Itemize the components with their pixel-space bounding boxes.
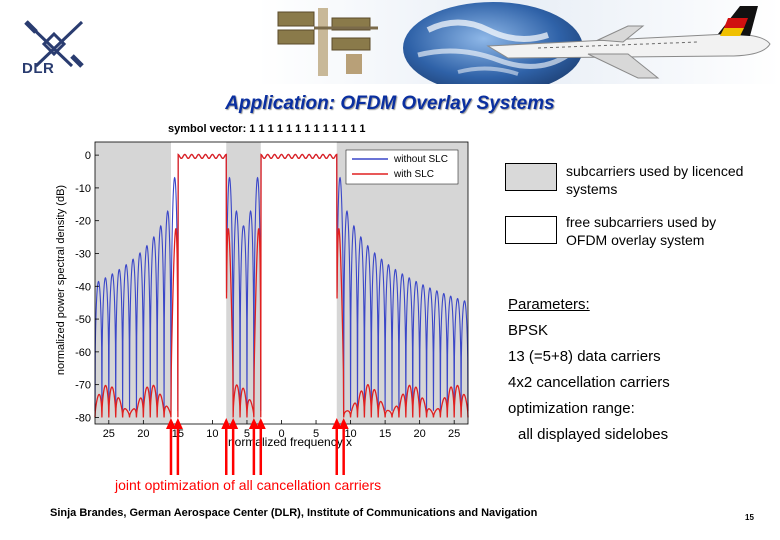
x-axis-label: normalized frequency x xyxy=(228,435,352,449)
slide-title: Application: OFDM Overlay Systems xyxy=(225,93,555,114)
legend-label-without-slc: without SLC xyxy=(393,154,448,165)
parameters-list: Parameters: BPSK 13 (=5+8) data carriers… xyxy=(508,292,670,448)
x-tick-label: 5 xyxy=(244,428,250,440)
earth-icon xyxy=(403,2,583,84)
annotation-text: joint optimization of all cancellation c… xyxy=(115,477,382,493)
parameter-item: 4x2 cancellation carriers xyxy=(508,374,670,391)
y-axis-label: normalized power spectral density (dB) xyxy=(55,185,67,375)
page-number: 15 xyxy=(745,513,754,522)
airplane-icon xyxy=(486,6,771,79)
chart-legend: without SLC with SLC xyxy=(345,149,459,185)
x-tick-label: 10 xyxy=(344,428,356,440)
y-tick-label: -10 xyxy=(75,183,91,195)
legend-label-with-slc: with SLC xyxy=(393,169,434,180)
y-tick-label: -70 xyxy=(75,380,91,392)
series-1-line xyxy=(94,153,469,418)
licensed-band-1 xyxy=(226,142,261,424)
footer-text: Sinja Brandes, German Aerospace Center (… xyxy=(50,507,538,519)
licensed-subcarrier-label: subcarriers used by licenced systems xyxy=(566,163,744,197)
psd-chart: 25 20 15 10 5 0 5 10 15 20 25 0 -10 -20 -30 -40 -50 -60 -7… xyxy=(55,123,469,449)
x-tick-label: 10 xyxy=(206,428,218,440)
x-tick-label: 15 xyxy=(172,428,184,440)
x-tick-label: 15 xyxy=(379,428,391,440)
x-tick-label: 20 xyxy=(137,428,149,440)
y-tick-label: -60 xyxy=(75,347,91,359)
free-subcarrier-swatch xyxy=(505,216,557,244)
y-tick-label: 0 xyxy=(85,150,91,162)
parameter-item: 13 (=5+8) data carriers xyxy=(508,348,661,365)
y-tick-label: -50 xyxy=(75,314,91,326)
chart-title: symbol vector: 1 1 1 1 1 1 1 1 1 1 1 1 1 xyxy=(168,123,366,135)
dlr-logo-icon xyxy=(24,20,84,68)
x-tick-label: 0 xyxy=(278,428,284,440)
y-tick-label: -20 xyxy=(75,216,91,228)
y-tick-label: -30 xyxy=(75,248,91,260)
parameter-item: optimization range: xyxy=(508,400,635,417)
y-tick-label: -80 xyxy=(75,412,91,424)
x-tick-label: 20 xyxy=(414,428,426,440)
x-tick-label: 25 xyxy=(103,428,115,440)
x-tick-label: 25 xyxy=(448,428,460,440)
parameter-item: all displayed sidelobes xyxy=(518,426,669,443)
licensed-subcarrier-swatch xyxy=(505,163,557,191)
y-tick-label: -40 xyxy=(75,281,91,293)
space-station-icon xyxy=(277,8,378,76)
parameters-heading: Parameters: xyxy=(508,296,590,313)
parameter-item: BPSK xyxy=(508,322,549,339)
x-tick-label: 5 xyxy=(313,428,319,440)
logo-text: DLR xyxy=(22,60,55,77)
free-subcarrier-label: free subcarriers used by OFDM overlay sy… xyxy=(566,214,717,248)
banner-illustration-icon xyxy=(258,0,780,84)
